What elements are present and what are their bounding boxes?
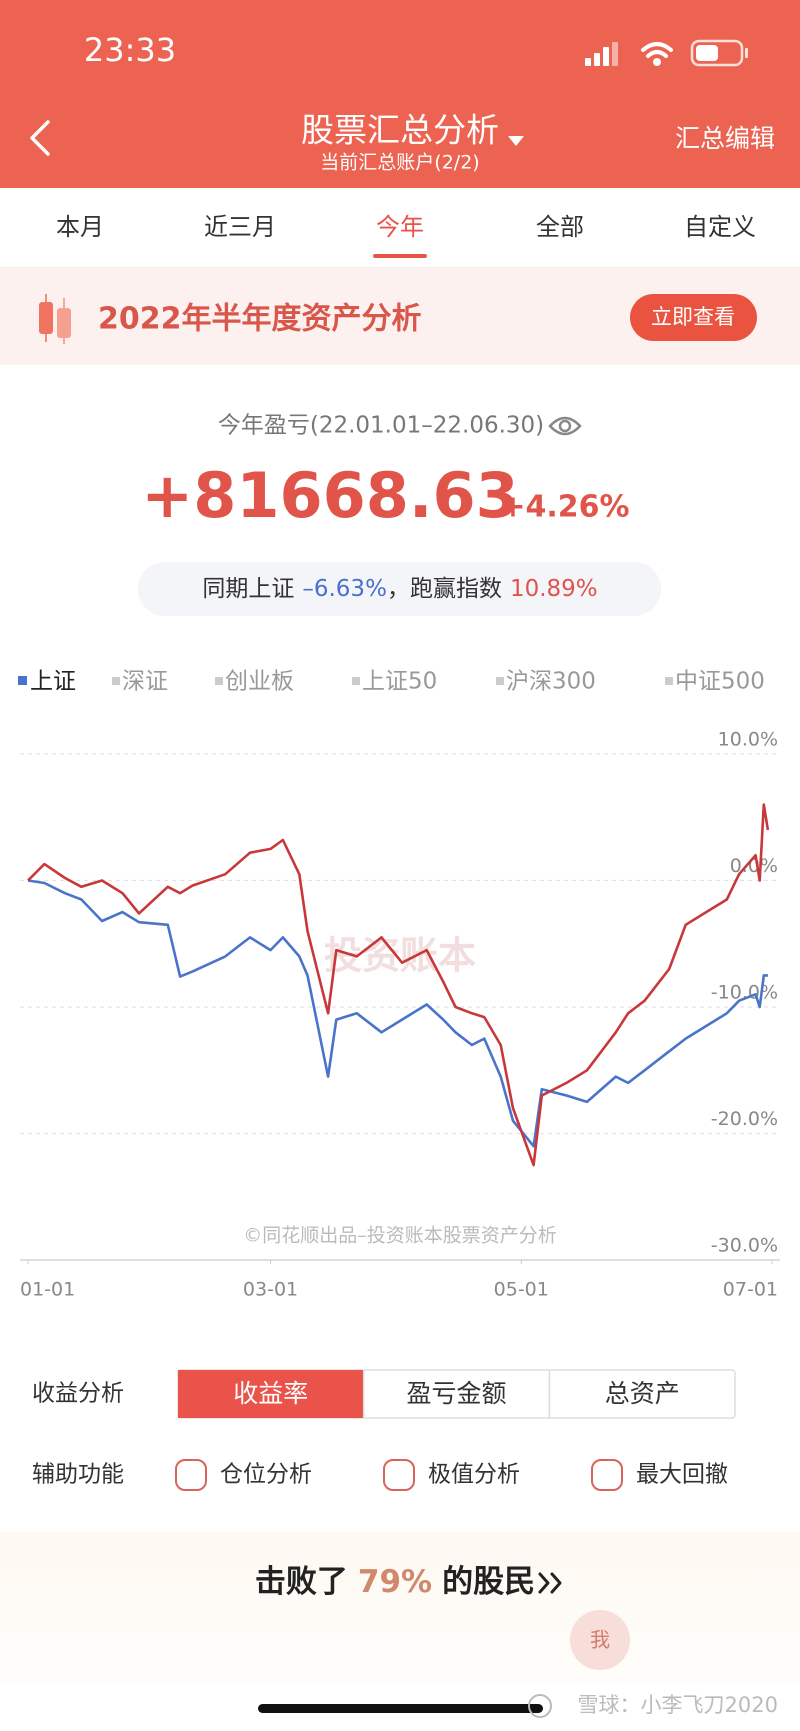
- x-tick-label: 07-01: [723, 1279, 778, 1301]
- chart-watermark: 投资账本: [324, 934, 476, 978]
- segment-option[interactable]: 盈亏金额: [406, 1379, 506, 1408]
- segment-option[interactable]: 收益率: [233, 1379, 308, 1408]
- segmented-control: 收益率 盈亏金额 总资产: [177, 1369, 736, 1419]
- legend-item[interactable]: 中证500: [675, 669, 765, 695]
- y-tick-label: 10.0%: [718, 729, 778, 751]
- page-subtitle: 当前汇总账户(2/2): [320, 152, 479, 174]
- beat-users[interactable]: 击败了 79% 的股民: [255, 1564, 535, 1600]
- banner-button[interactable]: 立即查看: [651, 305, 735, 329]
- legend-swatch: [352, 677, 360, 685]
- beat-suffix: 的股民: [442, 1564, 535, 1600]
- tab-underline: [373, 254, 427, 258]
- analysis-label: 收益分析: [32, 1381, 124, 1407]
- checkbox[interactable]: [383, 1459, 415, 1491]
- legend-swatch: [496, 677, 504, 685]
- tab[interactable]: 今年: [376, 213, 424, 241]
- banner-icon: [39, 294, 71, 344]
- segment-active[interactable]: [178, 1370, 364, 1418]
- battery-icon: [690, 39, 748, 67]
- more-arrows[interactable]: [538, 1572, 562, 1594]
- beat-label: ，跑赢指数: [387, 576, 502, 602]
- compare-pill: [138, 562, 661, 616]
- dropdown-icon[interactable]: [508, 136, 524, 146]
- segment-option[interactable]: 总资产: [605, 1379, 680, 1408]
- profit-amount: +81668.63: [141, 459, 518, 532]
- edit-button[interactable]: 汇总编辑: [675, 124, 775, 153]
- tool-options: 仓位分析 极值分析 最大回撤: [175, 1459, 728, 1491]
- checkbox[interactable]: [175, 1459, 207, 1491]
- checkbox-label[interactable]: 最大回撤: [636, 1462, 728, 1488]
- me-label: 我: [590, 1628, 610, 1652]
- page-title[interactable]: 股票汇总分析: [301, 111, 499, 150]
- footer-bg: [0, 1532, 800, 1682]
- series-line: [27, 803, 770, 1167]
- y-tick-label: -30.0%: [711, 1235, 778, 1257]
- legend-item[interactable]: 沪深300: [506, 669, 596, 695]
- eye-icon[interactable]: [548, 416, 582, 436]
- watermark-icon: [528, 1694, 552, 1718]
- legend-item[interactable]: 上证: [30, 669, 76, 695]
- profit-rate: +4.26%: [500, 490, 629, 525]
- checkbox-label[interactable]: 仓位分析: [220, 1462, 312, 1488]
- period-label: 今年盈亏(22.01.01–22.06.30): [218, 413, 544, 439]
- compare-text: 同期上证 –6.63%，跑赢指数 10.89%: [202, 576, 597, 602]
- home-indicator: [258, 1704, 543, 1713]
- legend-item[interactable]: 上证50: [362, 669, 437, 695]
- wifi-icon: [641, 42, 673, 66]
- x-tick-label: 01-01: [20, 1279, 75, 1301]
- beat-rate: 10.89%: [510, 576, 598, 602]
- x-tick-label: 03-01: [243, 1279, 298, 1301]
- tab[interactable]: 全部: [536, 213, 584, 241]
- beat-prefix: 击败了: [255, 1564, 348, 1600]
- back-button[interactable]: [30, 120, 50, 156]
- series-line: [27, 879, 768, 1148]
- chart-credit: ©同花顺出品–投资账本股票资产分析: [243, 1225, 557, 1247]
- index-rate: –6.63%: [302, 576, 387, 602]
- checkbox[interactable]: [591, 1459, 623, 1491]
- legend-swatch: [112, 677, 120, 685]
- signal-icon: [585, 42, 618, 66]
- me-badge: [570, 1610, 630, 1670]
- x-tick-label: 05-01: [494, 1279, 549, 1301]
- header-bg: [0, 0, 800, 188]
- beat-percent: 79%: [358, 1564, 432, 1600]
- watermark: 雪球：小李飞刀2020: [578, 1693, 778, 1717]
- status-time: 23:33: [84, 31, 176, 69]
- y-tick-label: -20.0%: [711, 1108, 778, 1130]
- legend-item[interactable]: 创业板: [225, 669, 294, 695]
- banner-title[interactable]: 2022年半年度资产分析: [98, 302, 422, 337]
- divider: [0, 267, 800, 268]
- index-label: 同期上证: [202, 576, 294, 602]
- chart: 上证 深证 创业板 上证50 沪深300 中证500 投资账本 ©同花顺出品–投资账本股票资产…: [18, 669, 780, 1301]
- tools-label: 辅助功能: [32, 1462, 124, 1488]
- tab-bar: 本月 近三月 今年 全部 自定义: [56, 213, 756, 258]
- legend-item[interactable]: 深证: [122, 669, 168, 695]
- checkbox-label[interactable]: 极值分析: [428, 1462, 520, 1488]
- legend-swatch: [215, 677, 223, 685]
- tab[interactable]: 近三月: [204, 213, 276, 241]
- legend-swatch: [18, 676, 27, 685]
- legend-swatch: [665, 677, 673, 685]
- banner-button-bg[interactable]: [630, 294, 757, 341]
- tab[interactable]: 自定义: [684, 213, 756, 241]
- y-tick-label: -10.0%: [711, 982, 778, 1004]
- tab[interactable]: 本月: [56, 213, 104, 241]
